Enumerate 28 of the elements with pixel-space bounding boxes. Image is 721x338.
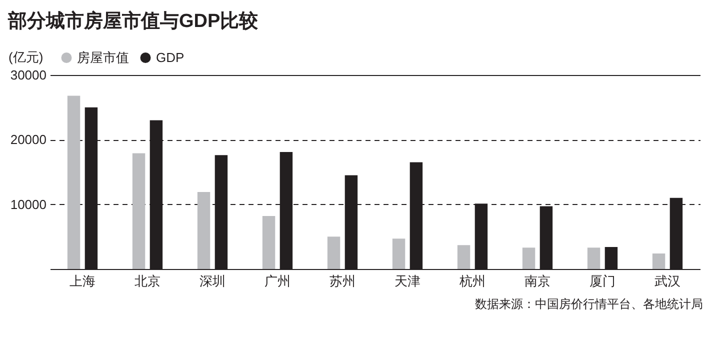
bar — [132, 153, 146, 269]
bar — [652, 253, 666, 269]
x-tick-label: 广州 — [264, 274, 290, 288]
bar — [327, 236, 340, 269]
bar — [392, 238, 406, 269]
x-tick-label: 北京 — [134, 274, 160, 288]
bar — [587, 248, 600, 269]
bar — [457, 245, 470, 269]
x-tick-label: 南京 — [524, 274, 550, 288]
x-tick-label: 上海 — [70, 274, 96, 288]
x-tick-label: 苏州 — [330, 274, 356, 288]
x-tick-label: 厦门 — [590, 274, 616, 288]
bar — [522, 248, 536, 269]
y-tick-label: 30000 — [10, 68, 46, 82]
bar — [262, 216, 276, 269]
legend-label: GDP — [156, 50, 184, 65]
chart-title: 部分城市房屋市值与GDP比较 — [7, 10, 260, 32]
y-tick-label: 20000 — [10, 132, 46, 148]
x-tick-label: 杭州 — [458, 274, 486, 288]
bar — [67, 96, 80, 269]
x-tick-label: 天津 — [394, 274, 420, 288]
x-tick-label: 武汉 — [654, 274, 680, 288]
y-tick-label: 10000 — [10, 196, 46, 212]
source-note: 数据来源：中国房价行情平台、各地统计局 — [474, 296, 703, 313]
legend-label: 房屋市值 — [77, 50, 129, 65]
y-axis-title: (亿元) — [8, 50, 44, 64]
x-tick-label: 深圳 — [200, 274, 226, 288]
bar — [197, 192, 210, 269]
